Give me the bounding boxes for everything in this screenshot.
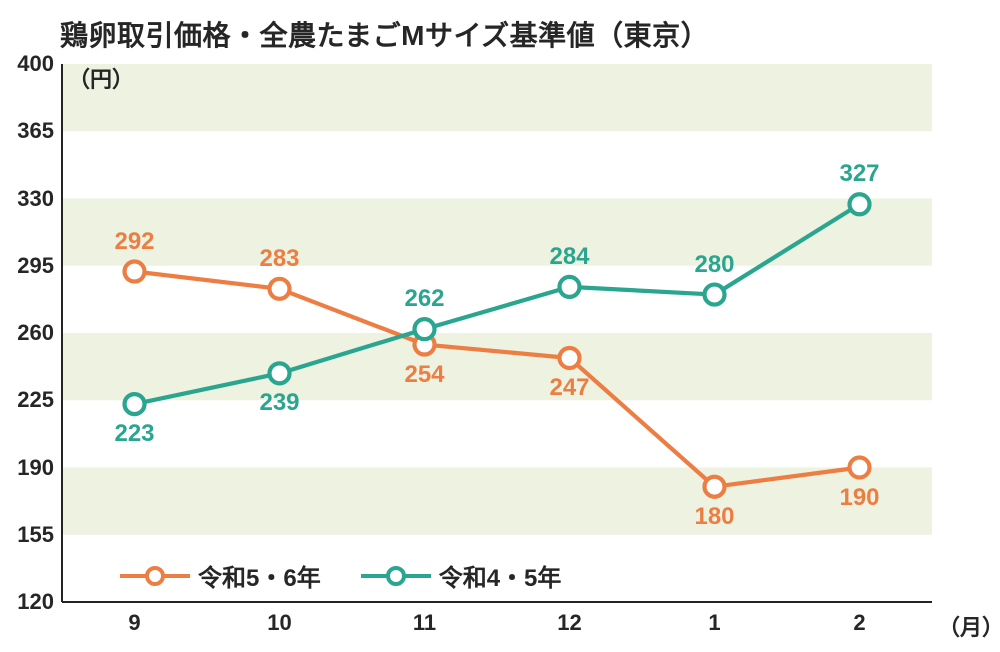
legend-marker-icon: [386, 566, 406, 586]
point-label: 223: [114, 420, 154, 448]
series-lines: [0, 0, 1000, 652]
legend-item: 令和5・6年: [120, 558, 321, 593]
legend-marker-icon: [145, 566, 165, 586]
point-label: 239: [259, 389, 299, 417]
point-label: 254: [404, 361, 444, 389]
point-label: 284: [549, 243, 589, 271]
point-label: 190: [839, 484, 879, 512]
legend-label: 令和4・5年: [439, 558, 562, 593]
point-label: 247: [549, 374, 589, 402]
point-label: 283: [259, 245, 299, 273]
point-label: 327: [839, 160, 879, 188]
legend: 令和5・6年 令和4・5年: [120, 558, 561, 593]
point-label: 280: [694, 251, 734, 279]
point-label: 292: [114, 228, 154, 256]
legend-label: 令和5・6年: [198, 558, 321, 593]
point-label: 180: [694, 503, 734, 531]
legend-item: 令和4・5年: [361, 558, 562, 593]
chart-root: 鶏卵取引価格・全農たまごMサイズ基準値（東京） 4003653302952602…: [0, 0, 1000, 652]
legend-line-icon: [120, 574, 190, 578]
legend-line-icon: [361, 574, 431, 578]
point-label: 262: [404, 285, 444, 313]
